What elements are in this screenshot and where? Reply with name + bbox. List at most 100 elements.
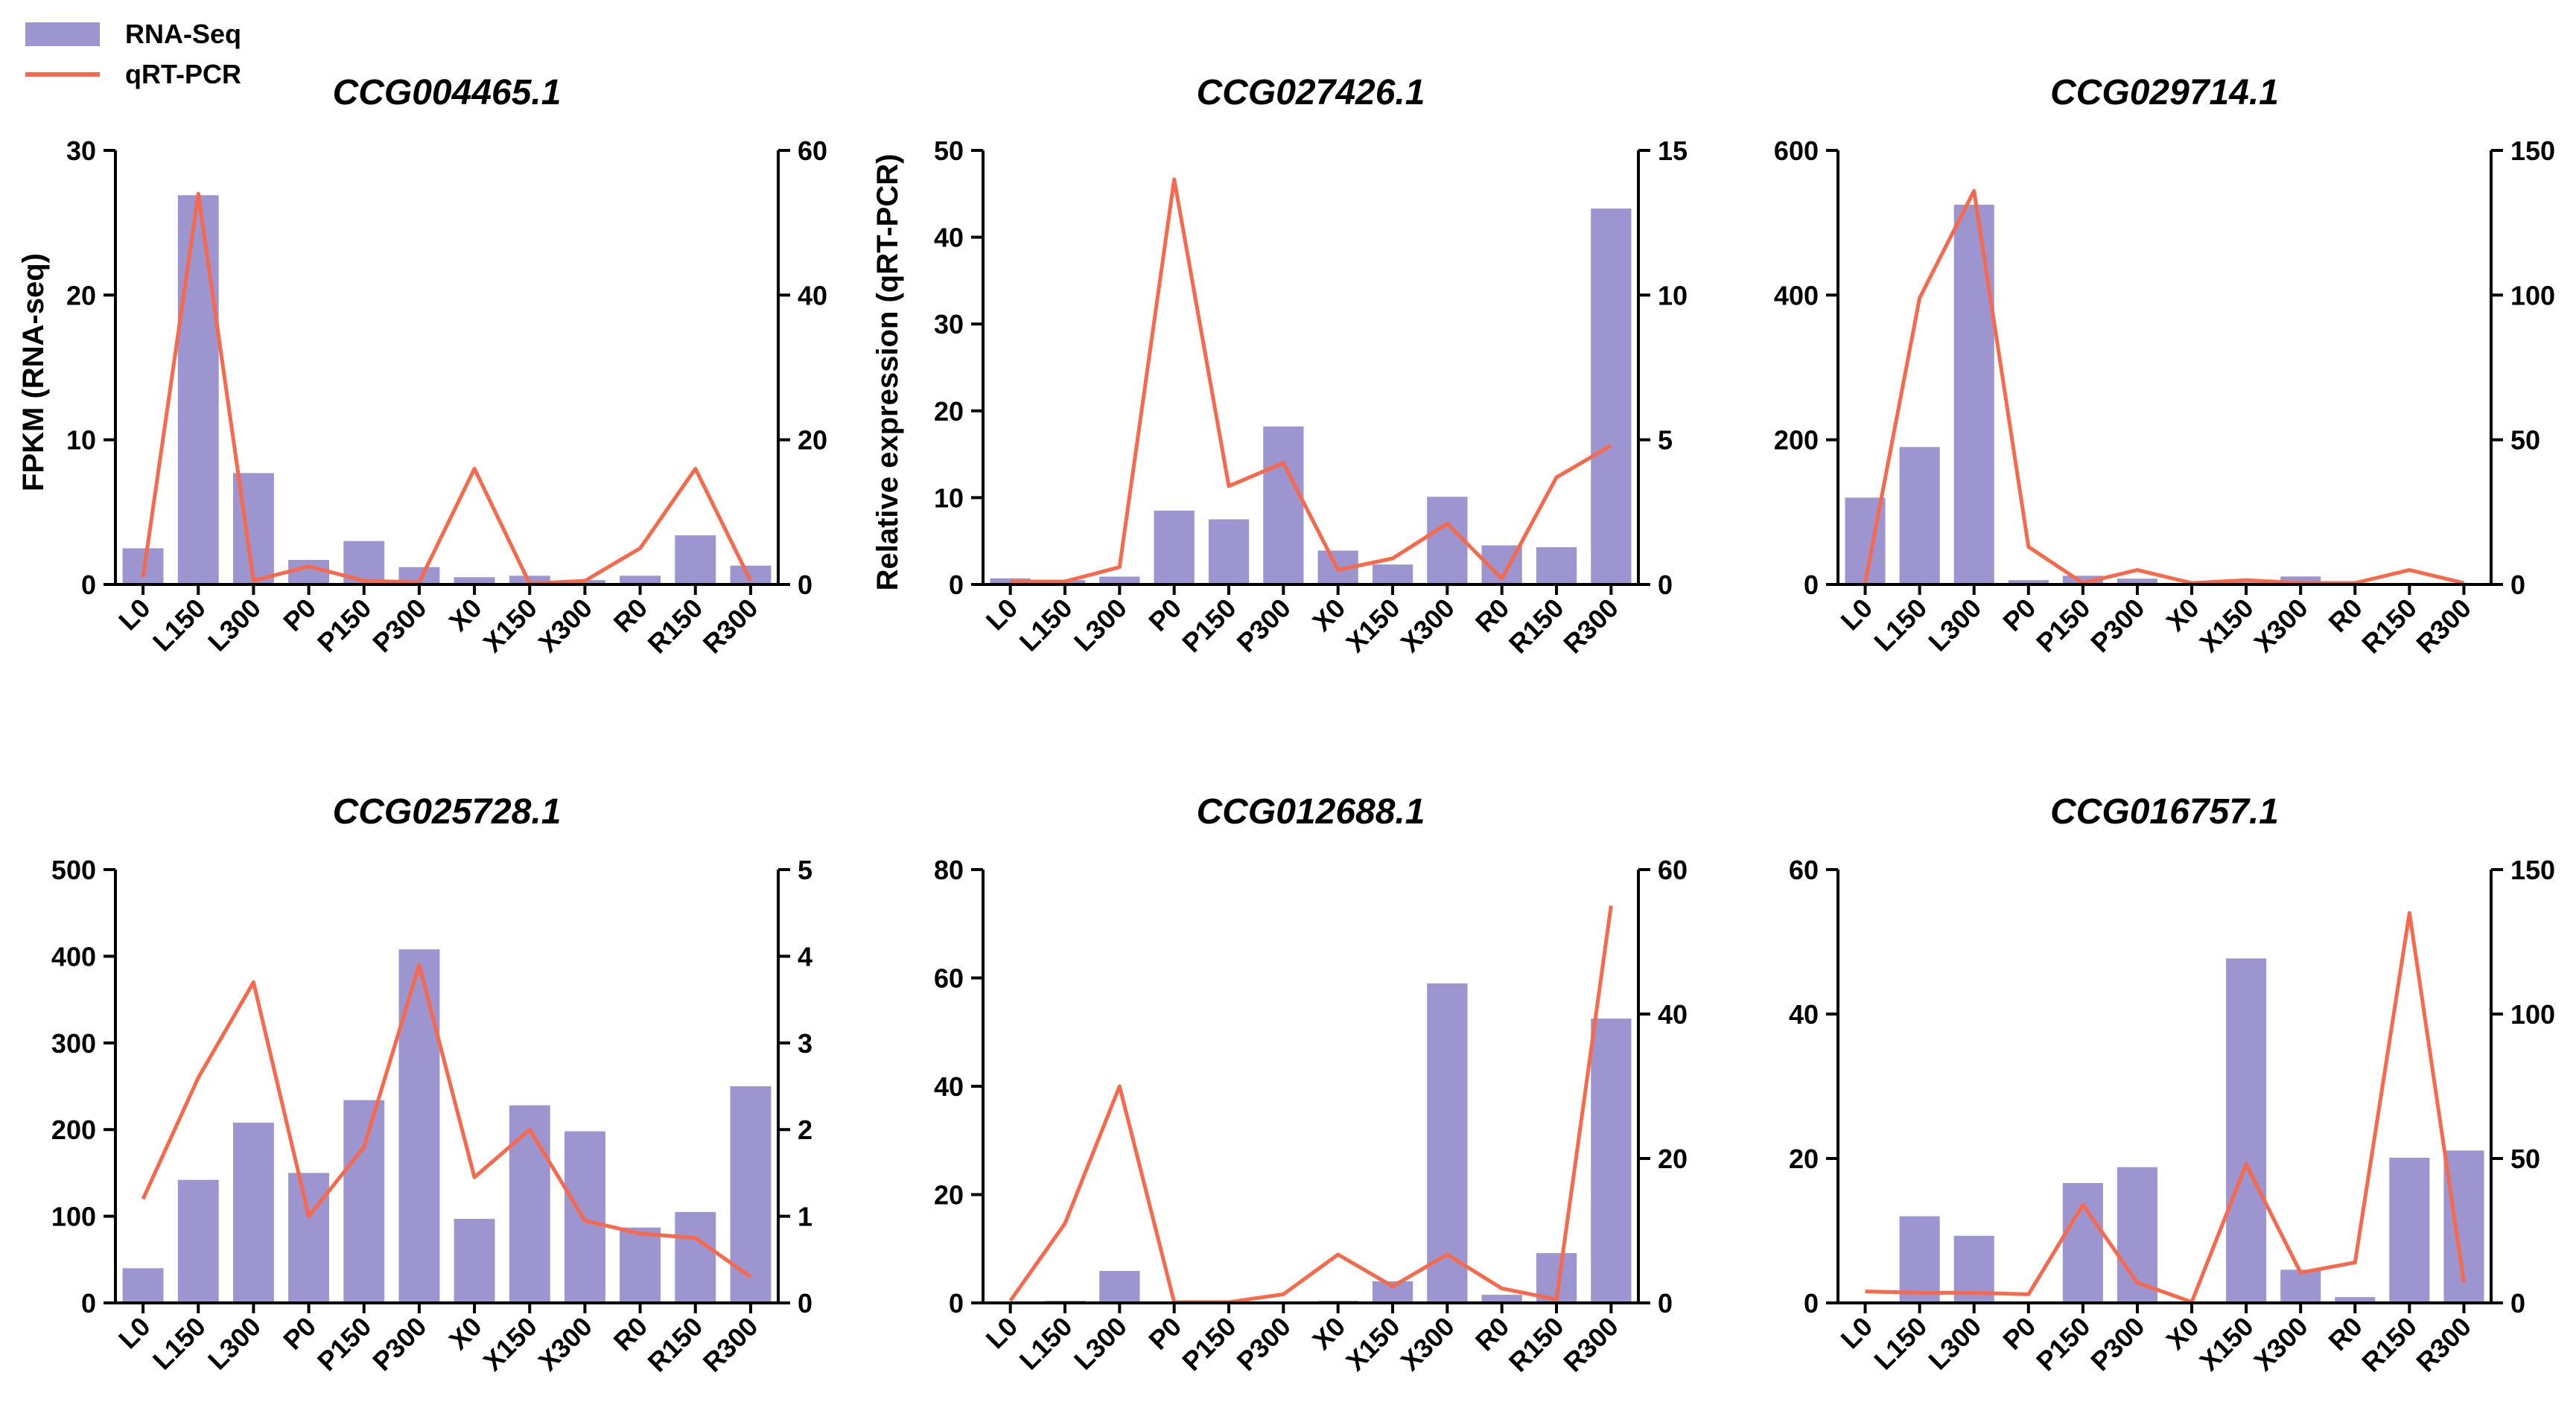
- bar-r300: [730, 565, 772, 584]
- bar-l150: [1899, 1216, 1940, 1303]
- left-tick-label: 600: [1774, 136, 1819, 166]
- x-tick-label: P150: [311, 1311, 377, 1377]
- x-tick-label: L300: [202, 593, 267, 657]
- x-tick-label: L150: [1868, 1311, 1933, 1376]
- qrt-pcr-line: [141, 191, 753, 586]
- x-tick-label: X150: [477, 593, 542, 658]
- legend-bar-label: RNA-Seq: [125, 19, 241, 49]
- x-tick-label: P150: [1176, 1311, 1241, 1377]
- bar-x300: [1427, 983, 1468, 1303]
- x-tick-label: X150: [1340, 593, 1405, 658]
- bar-p300: [2117, 578, 2157, 584]
- x-tick-label: P0: [1142, 593, 1187, 637]
- left-tick-label: 400: [51, 941, 96, 972]
- x-tick-label: X300: [532, 1311, 598, 1377]
- bar-p0: [2008, 580, 2049, 584]
- x-tick-label: L300: [1068, 1311, 1133, 1376]
- bar-p150: [1208, 519, 1250, 584]
- bar-l0: [122, 1268, 164, 1303]
- bar-r0: [620, 576, 661, 584]
- x-tick-label: P150: [1176, 593, 1241, 658]
- x-tick-label: L0: [1834, 1311, 1878, 1355]
- left-tick-label: 40: [934, 1071, 964, 1102]
- x-tick-label: X300: [2248, 593, 2313, 658]
- left-tick-label: 10: [66, 425, 96, 456]
- right-tick-label: 50: [2510, 425, 2540, 456]
- bar-p150: [343, 1100, 385, 1303]
- legend: RNA-Seq qRT-PCR: [25, 19, 241, 89]
- x-tick-label: R150: [642, 593, 709, 660]
- x-tick-label: X0: [443, 1311, 488, 1356]
- left-tick-label: 0: [1804, 1288, 1819, 1319]
- x-tick-label: L150: [1868, 593, 1933, 657]
- x-tick-label: R150: [2356, 1311, 2423, 1378]
- bar-p150: [2062, 576, 2103, 584]
- right-tick-label: 2: [798, 1115, 812, 1145]
- x-tick-label: R300: [2410, 593, 2477, 660]
- bar-r150: [675, 535, 716, 584]
- right-tick-label: 40: [1658, 999, 1688, 1030]
- chart-title: CCG025728.1: [333, 792, 562, 832]
- right-tick-label: 5: [798, 855, 812, 885]
- x-tick-label: R0: [608, 593, 654, 639]
- left-tick-label: 0: [1804, 570, 1819, 600]
- bar-r0: [2335, 1297, 2376, 1303]
- right-tick-label: 40: [798, 280, 827, 310]
- left-tick-label: 40: [934, 223, 964, 253]
- x-tick-label: X150: [2193, 593, 2259, 658]
- x-tick-label: P0: [1997, 1311, 2041, 1356]
- left-tick-label: 40: [1789, 999, 1819, 1030]
- left-tick-label: 10: [934, 482, 964, 513]
- left-tick-label: 0: [81, 570, 96, 600]
- bar-r300: [1591, 1019, 1632, 1303]
- x-tick-label: P300: [366, 593, 432, 658]
- left-axis-label-relative-expression: Relative expression (qRT-PCR): [871, 154, 904, 591]
- left-tick-label: 200: [51, 1115, 96, 1145]
- x-tick-label: P0: [1142, 1311, 1187, 1356]
- right-tick-label: 20: [798, 425, 827, 456]
- right-tick-label: 0: [2510, 570, 2525, 600]
- bar-x150: [509, 1105, 550, 1303]
- right-tick-label: 60: [798, 136, 827, 166]
- x-tick-label: L0: [980, 593, 1024, 637]
- right-tick-label: 1: [798, 1202, 812, 1232]
- x-tick-label: X300: [2248, 1311, 2313, 1377]
- x-tick-label: R300: [1557, 1311, 1624, 1378]
- x-tick-label: P300: [2084, 593, 2150, 658]
- bar-x150: [1372, 564, 1413, 584]
- bar-l150: [177, 1179, 219, 1303]
- left-tick-label: 20: [934, 1180, 964, 1211]
- x-tick-label: L150: [1014, 1311, 1078, 1376]
- bar-r150: [675, 1211, 716, 1303]
- x-tick-label: R300: [697, 593, 764, 660]
- x-tick-label: R150: [642, 1311, 709, 1378]
- right-tick-label: 4: [798, 941, 812, 972]
- x-tick-label: L300: [1068, 593, 1133, 657]
- bar-p0: [1154, 510, 1195, 584]
- x-tick-label: L300: [1922, 1311, 1987, 1376]
- x-tick-label: L0: [112, 1311, 156, 1355]
- x-tick-label: X150: [477, 1311, 542, 1377]
- bar-r300: [1591, 208, 1632, 584]
- qrt-pcr-line: [1865, 911, 2466, 1304]
- bar-r150: [2389, 1158, 2430, 1303]
- right-tick-label: 15: [1658, 136, 1688, 166]
- qrt-pcr-line: [1008, 905, 1613, 1304]
- qrt-pcr-line: [1010, 177, 1612, 584]
- x-tick-label: P300: [2084, 1311, 2150, 1377]
- x-tick-label: R150: [2356, 593, 2423, 660]
- x-tick-label: P150: [2030, 593, 2096, 658]
- chart-title: CCG012688.1: [1197, 792, 1425, 832]
- left-tick-label: 60: [934, 963, 964, 994]
- x-tick-label: P300: [1231, 1311, 1297, 1377]
- bar-x300: [1427, 497, 1468, 584]
- bar-p0: [288, 560, 329, 584]
- left-axis-label-fpkm: FPKM (RNA-seq): [17, 253, 50, 491]
- qrt-pcr-line: [1863, 188, 2465, 585]
- left-tick-label: 20: [934, 396, 964, 427]
- left-tick-label: 20: [1789, 1144, 1819, 1174]
